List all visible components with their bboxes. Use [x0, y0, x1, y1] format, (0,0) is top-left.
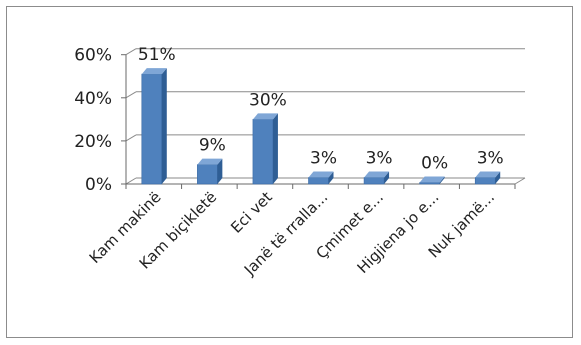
bar-front [197, 164, 218, 185]
bar-front [141, 73, 163, 185]
bar-front [363, 177, 385, 185]
bar-front [419, 182, 440, 185]
gridline-side [125, 177, 137, 185]
gridline-side [125, 134, 137, 142]
y-tick-label: 0% [85, 175, 112, 195]
gridline-side [125, 48, 137, 56]
bar [252, 113, 278, 185]
bar [141, 68, 167, 185]
chart-frame [6, 6, 573, 338]
bar-side [272, 113, 278, 184]
gridline-side [125, 91, 137, 99]
data-labels: 51% 9% 30% 3% 3% 0% 3% [138, 45, 504, 173]
bar-side [439, 176, 445, 184]
bar-top [141, 68, 167, 75]
bar-top [475, 171, 501, 178]
category-label: Eci vet [227, 188, 276, 237]
bar-front [308, 177, 329, 185]
bar [197, 158, 223, 185]
bar [474, 171, 501, 185]
bar-top [419, 176, 445, 183]
floor-edge [514, 177, 526, 185]
y-tick-label: 60% [74, 46, 112, 66]
bar-top [252, 113, 278, 120]
bar [363, 171, 390, 185]
y-tick-label: 40% [74, 89, 112, 109]
y-tick-labels: 0% 20% 40% 60% [74, 46, 112, 195]
bar-top [197, 158, 223, 165]
data-label: 9% [199, 136, 226, 156]
data-label: 0% [421, 154, 448, 174]
bar-side [495, 171, 501, 184]
bar-top [364, 171, 390, 178]
bar [308, 171, 334, 185]
data-label: 30% [249, 90, 287, 110]
bar-side [217, 158, 223, 184]
data-label: 51% [138, 45, 176, 65]
bar [419, 176, 445, 185]
bar-front [474, 177, 496, 185]
data-label: 3% [366, 149, 393, 169]
bars [141, 68, 501, 185]
bar-side [328, 171, 334, 184]
bar-top [308, 171, 334, 178]
y-tick-label: 20% [74, 132, 112, 152]
bar-front [252, 119, 274, 185]
data-label: 3% [477, 149, 504, 169]
bar-side [384, 171, 390, 184]
axes [121, 54, 526, 189]
data-label: 3% [310, 149, 337, 169]
bar-side [161, 68, 167, 184]
